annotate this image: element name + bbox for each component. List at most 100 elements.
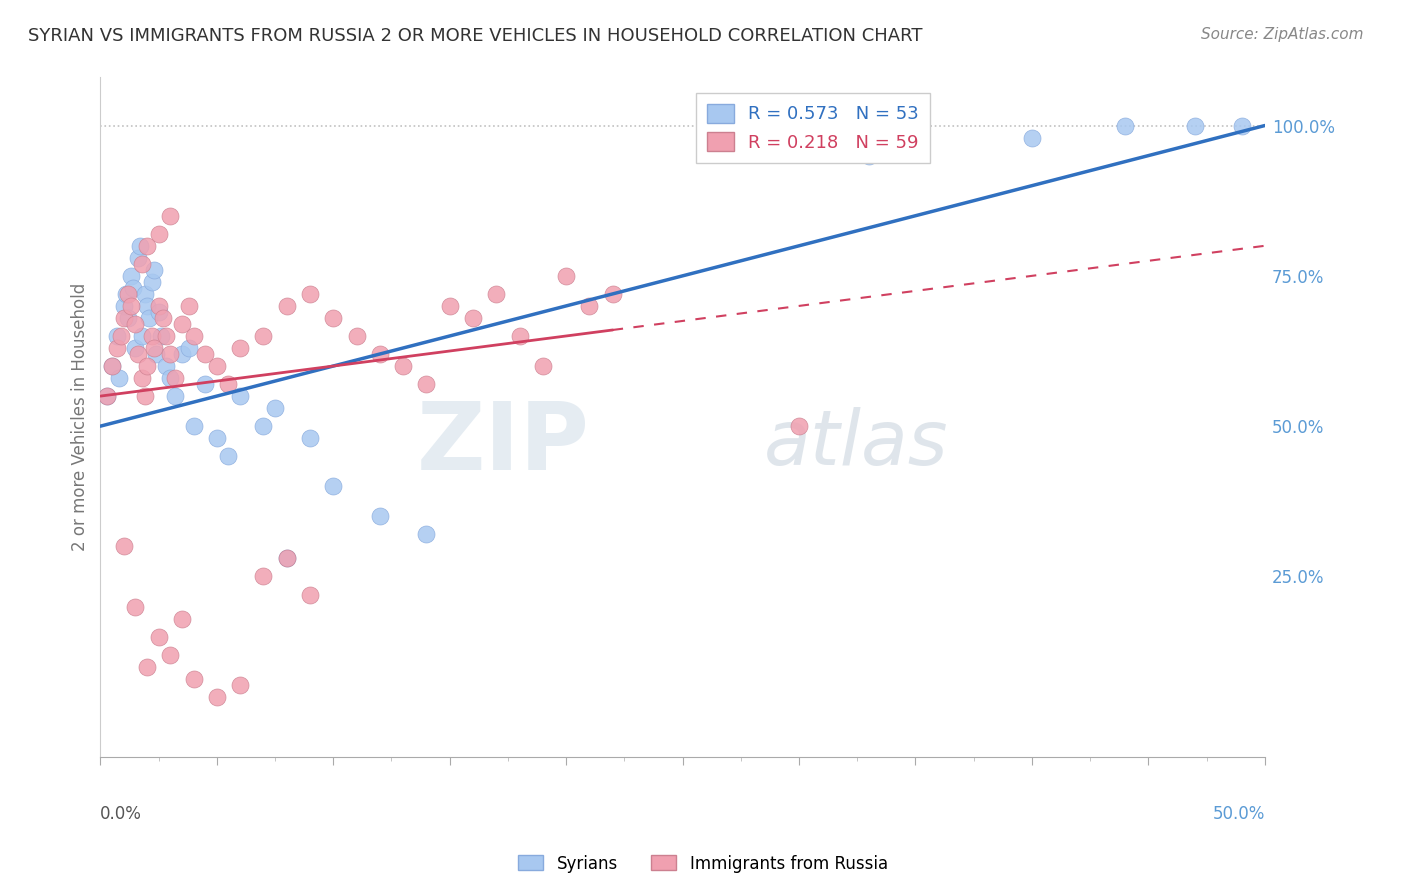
Text: ZIP: ZIP [416,399,589,491]
Point [322,310,344,325]
Point [142,263,165,277]
Point [159,209,181,223]
Point [108,371,131,385]
Point [136,359,159,373]
Point [159,347,181,361]
Point [368,509,391,524]
Point [136,299,159,313]
Point [205,690,228,704]
Point [555,268,578,283]
Point [461,310,484,325]
Point [194,347,217,361]
Point [141,329,163,343]
Point [229,389,252,403]
Point [439,299,461,313]
Point [346,329,368,343]
Point [183,419,205,434]
Point [124,317,146,331]
Point [252,329,274,343]
Point [117,310,139,325]
Point [205,359,228,373]
Point [149,329,172,343]
Point [131,371,153,385]
Point [1021,130,1043,145]
Point [217,449,239,463]
Point [110,329,132,343]
Point [131,257,153,271]
Point [148,630,170,644]
Point [155,329,177,343]
Point [105,329,128,343]
Point [217,377,239,392]
Text: 50.0%: 50.0% [1212,805,1265,823]
Point [183,329,205,343]
Point [415,527,437,541]
Point [229,341,252,355]
Point [129,239,152,253]
Point [127,251,149,265]
Point [194,377,217,392]
Text: 0.0%: 0.0% [100,805,142,823]
Text: SYRIAN VS IMMIGRANTS FROM RUSSIA 2 OR MORE VEHICLES IN HOUSEHOLD CORRELATION CHA: SYRIAN VS IMMIGRANTS FROM RUSSIA 2 OR MO… [28,27,922,45]
Point [415,377,437,392]
Point [148,305,170,319]
Point [298,286,321,301]
Point [117,286,139,301]
Point [1114,119,1136,133]
Point [148,299,170,313]
Point [159,371,181,385]
Point [264,401,287,416]
Point [183,672,205,686]
Point [112,299,135,313]
Point [276,551,298,566]
Point [163,389,186,403]
Point [170,317,193,331]
Point [101,359,124,373]
Point [105,341,128,355]
Point [136,659,159,673]
Point [155,359,177,373]
Point [152,310,174,325]
Point [298,431,321,445]
Point [122,281,145,295]
Point [96,389,118,403]
Point [229,678,252,692]
Point [120,299,142,313]
Point [205,431,228,445]
Point [145,347,167,361]
Point [177,341,200,355]
Text: Source: ZipAtlas.com: Source: ZipAtlas.com [1201,27,1364,42]
Point [276,299,298,313]
Point [148,227,170,241]
Point [485,286,508,301]
Point [112,540,135,554]
Point [112,310,135,325]
Point [252,419,274,434]
Point [170,611,193,625]
Point [252,569,274,583]
Point [170,347,193,361]
Point [163,371,186,385]
Y-axis label: 2 or more Vehicles in Household: 2 or more Vehicles in Household [72,283,89,551]
Point [124,599,146,614]
Point [138,310,160,325]
Point [531,359,554,373]
Point [96,389,118,403]
Text: atlas: atlas [763,408,949,482]
Point [602,286,624,301]
Point [509,329,531,343]
Point [142,341,165,355]
Point [101,359,124,373]
Point [276,551,298,566]
Point [136,239,159,253]
Point [120,268,142,283]
Legend: Syrians, Immigrants from Russia: Syrians, Immigrants from Russia [512,848,894,880]
Point [131,329,153,343]
Point [368,347,391,361]
Point [858,148,880,162]
Point [159,648,181,662]
Point [298,587,321,601]
Point [134,389,156,403]
Point [134,286,156,301]
Point [392,359,415,373]
